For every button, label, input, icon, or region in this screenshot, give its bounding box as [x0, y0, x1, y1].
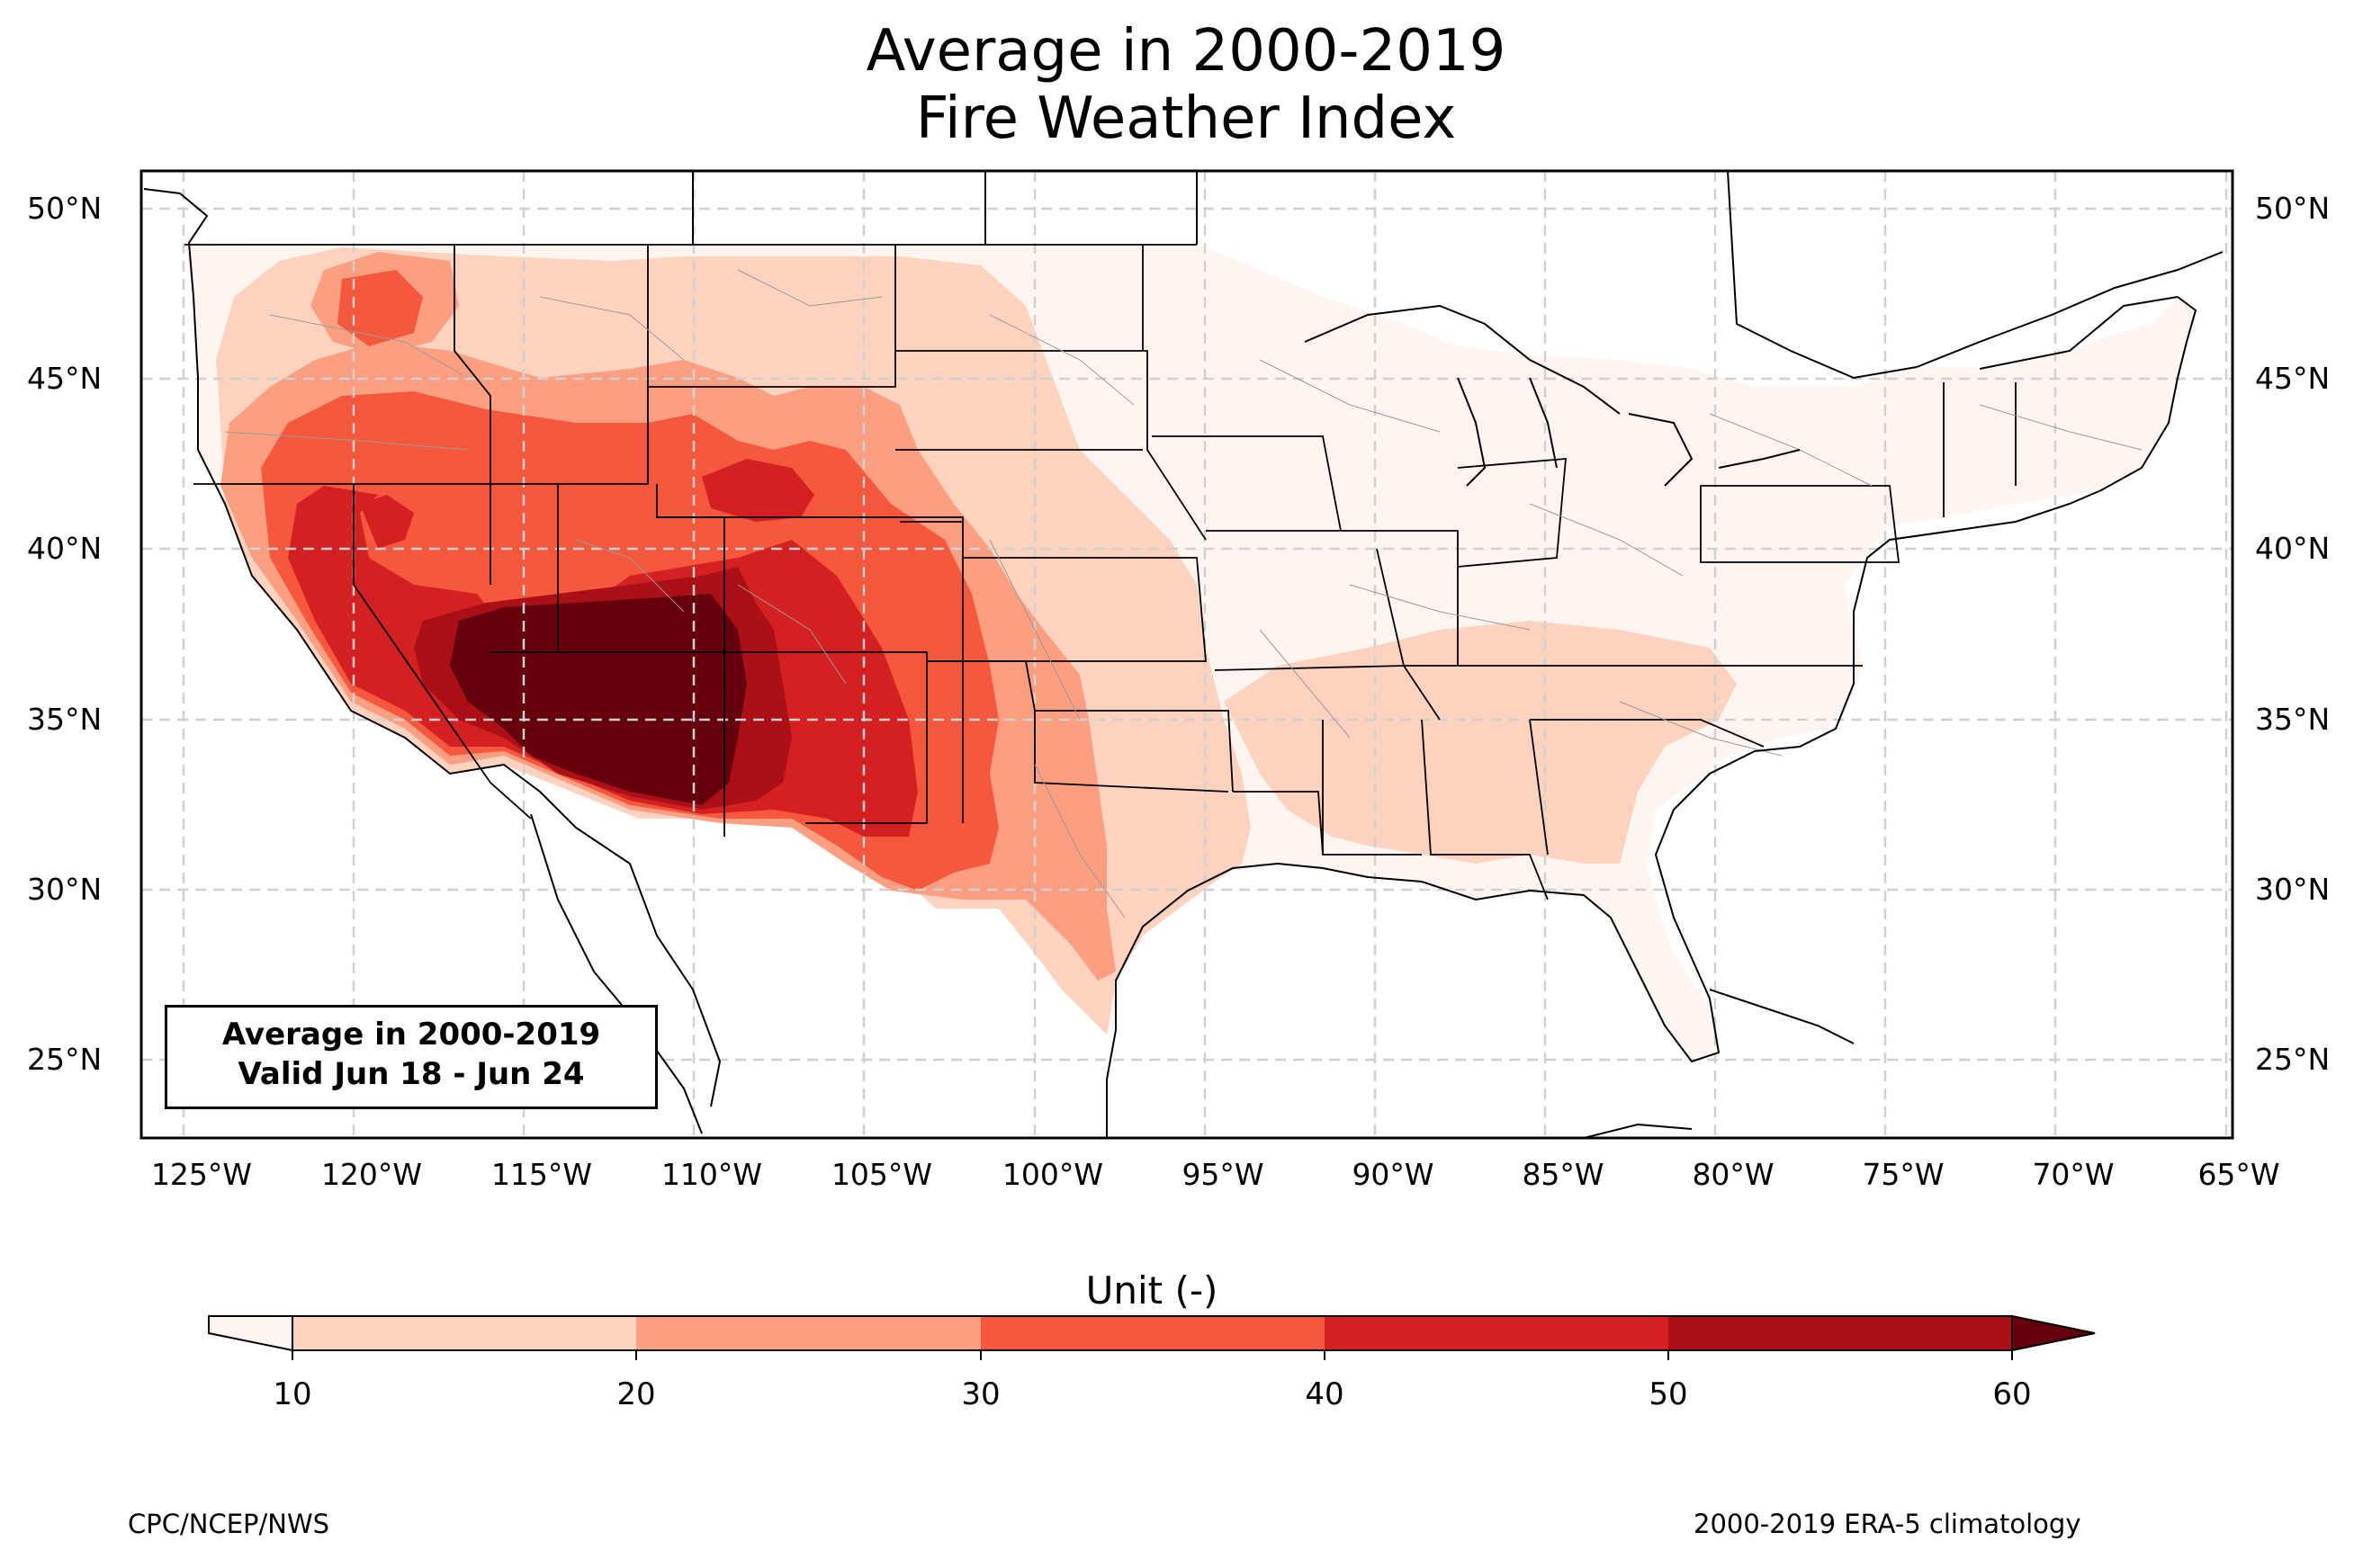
x-tick-label: 65°W — [2197, 1157, 2280, 1192]
x-tick-label: 115°W — [490, 1157, 593, 1192]
x-tick-label: 125°W — [150, 1157, 253, 1192]
info-box-line1: Average in 2000-2019 — [221, 1017, 601, 1053]
map-title-line1: Average in 2000-2019 — [866, 18, 1506, 85]
fwi-band-40-50-california — [360, 495, 414, 549]
y-tick-label-right: 45°N — [2255, 361, 2331, 396]
fwi-band-40-50-wyoming — [702, 459, 814, 522]
colorbar-bin-40-50 — [1325, 1316, 1668, 1350]
colorbar-bin-30-40 — [981, 1316, 1325, 1350]
colorbar-tick-label: 60 — [1992, 1376, 2032, 1412]
colorbar-tick-label: 20 — [616, 1376, 656, 1412]
colorbar-bin-20-30 — [636, 1316, 981, 1350]
fwi-band-above-60 — [450, 594, 747, 805]
x-tick-label: 70°W — [2032, 1157, 2115, 1192]
colorbar-tick-label: 10 — [273, 1376, 312, 1412]
x-tick-label: 105°W — [831, 1157, 933, 1192]
y-tick-label-left: 45°N — [27, 361, 103, 396]
y-tick-label-right: 40°N — [2255, 531, 2331, 566]
colorbar-extend-low — [208, 1315, 293, 1352]
colorbar-bin-50-60 — [1668, 1316, 2012, 1350]
colorbar-tick-label: 50 — [1649, 1376, 1688, 1412]
x-tick-label: 100°W — [1002, 1157, 1104, 1192]
info-box-line2: Valid Jun 18 - Jun 24 — [238, 1056, 585, 1092]
y-tick-label-right: 25°N — [2255, 1042, 2331, 1077]
state-borders — [184, 244, 2017, 900]
x-tick-label: 80°W — [1692, 1157, 1775, 1192]
valid-dates-box: Average in 2000-2019 Valid Jun 18 - Jun … — [165, 1005, 658, 1109]
colorbar-bin-10-20 — [292, 1316, 636, 1350]
footer-climatology: 2000-2019 ERA-5 climatology — [1694, 1509, 2081, 1539]
footer-source: CPC/NCEP/NWS — [128, 1509, 330, 1539]
fwi-band-30-40-north — [337, 270, 423, 346]
x-tick-label: 85°W — [1522, 1157, 1604, 1192]
y-tick-label-left: 30°N — [27, 872, 103, 907]
x-tick-label: 95°W — [1182, 1157, 1264, 1192]
y-tick-label-left: 40°N — [27, 531, 103, 566]
y-tick-label-left: 35°N — [27, 702, 103, 737]
y-tick-label-left: 25°N — [27, 1042, 103, 1077]
colorbar-title: Unit (-) — [1085, 1268, 1218, 1313]
y-tick-label-left: 50°N — [27, 191, 103, 226]
fwi-band-10-20-southeast — [1224, 621, 1737, 864]
county-lines — [224, 269, 2143, 918]
colorbar — [208, 1314, 2096, 1360]
y-tick-label-right: 30°N — [2255, 872, 2331, 907]
y-tick-label-right: 35°N — [2255, 702, 2331, 737]
map-title-line2: Fire Weather Index — [915, 85, 1457, 152]
x-tick-label: 75°W — [1862, 1157, 1945, 1192]
colorbar-extend-high — [2011, 1314, 2096, 1352]
x-tick-label: 90°W — [1352, 1157, 1434, 1192]
map-frame — [139, 169, 2234, 1140]
coastlines — [143, 171, 2224, 1138]
y-tick-label-right: 50°N — [2255, 191, 2331, 226]
x-tick-label: 110°W — [660, 1157, 763, 1192]
colorbar-tick-label: 30 — [961, 1376, 1001, 1412]
x-tick-label: 120°W — [320, 1157, 423, 1192]
colorbar-tick-label: 40 — [1305, 1376, 1344, 1412]
